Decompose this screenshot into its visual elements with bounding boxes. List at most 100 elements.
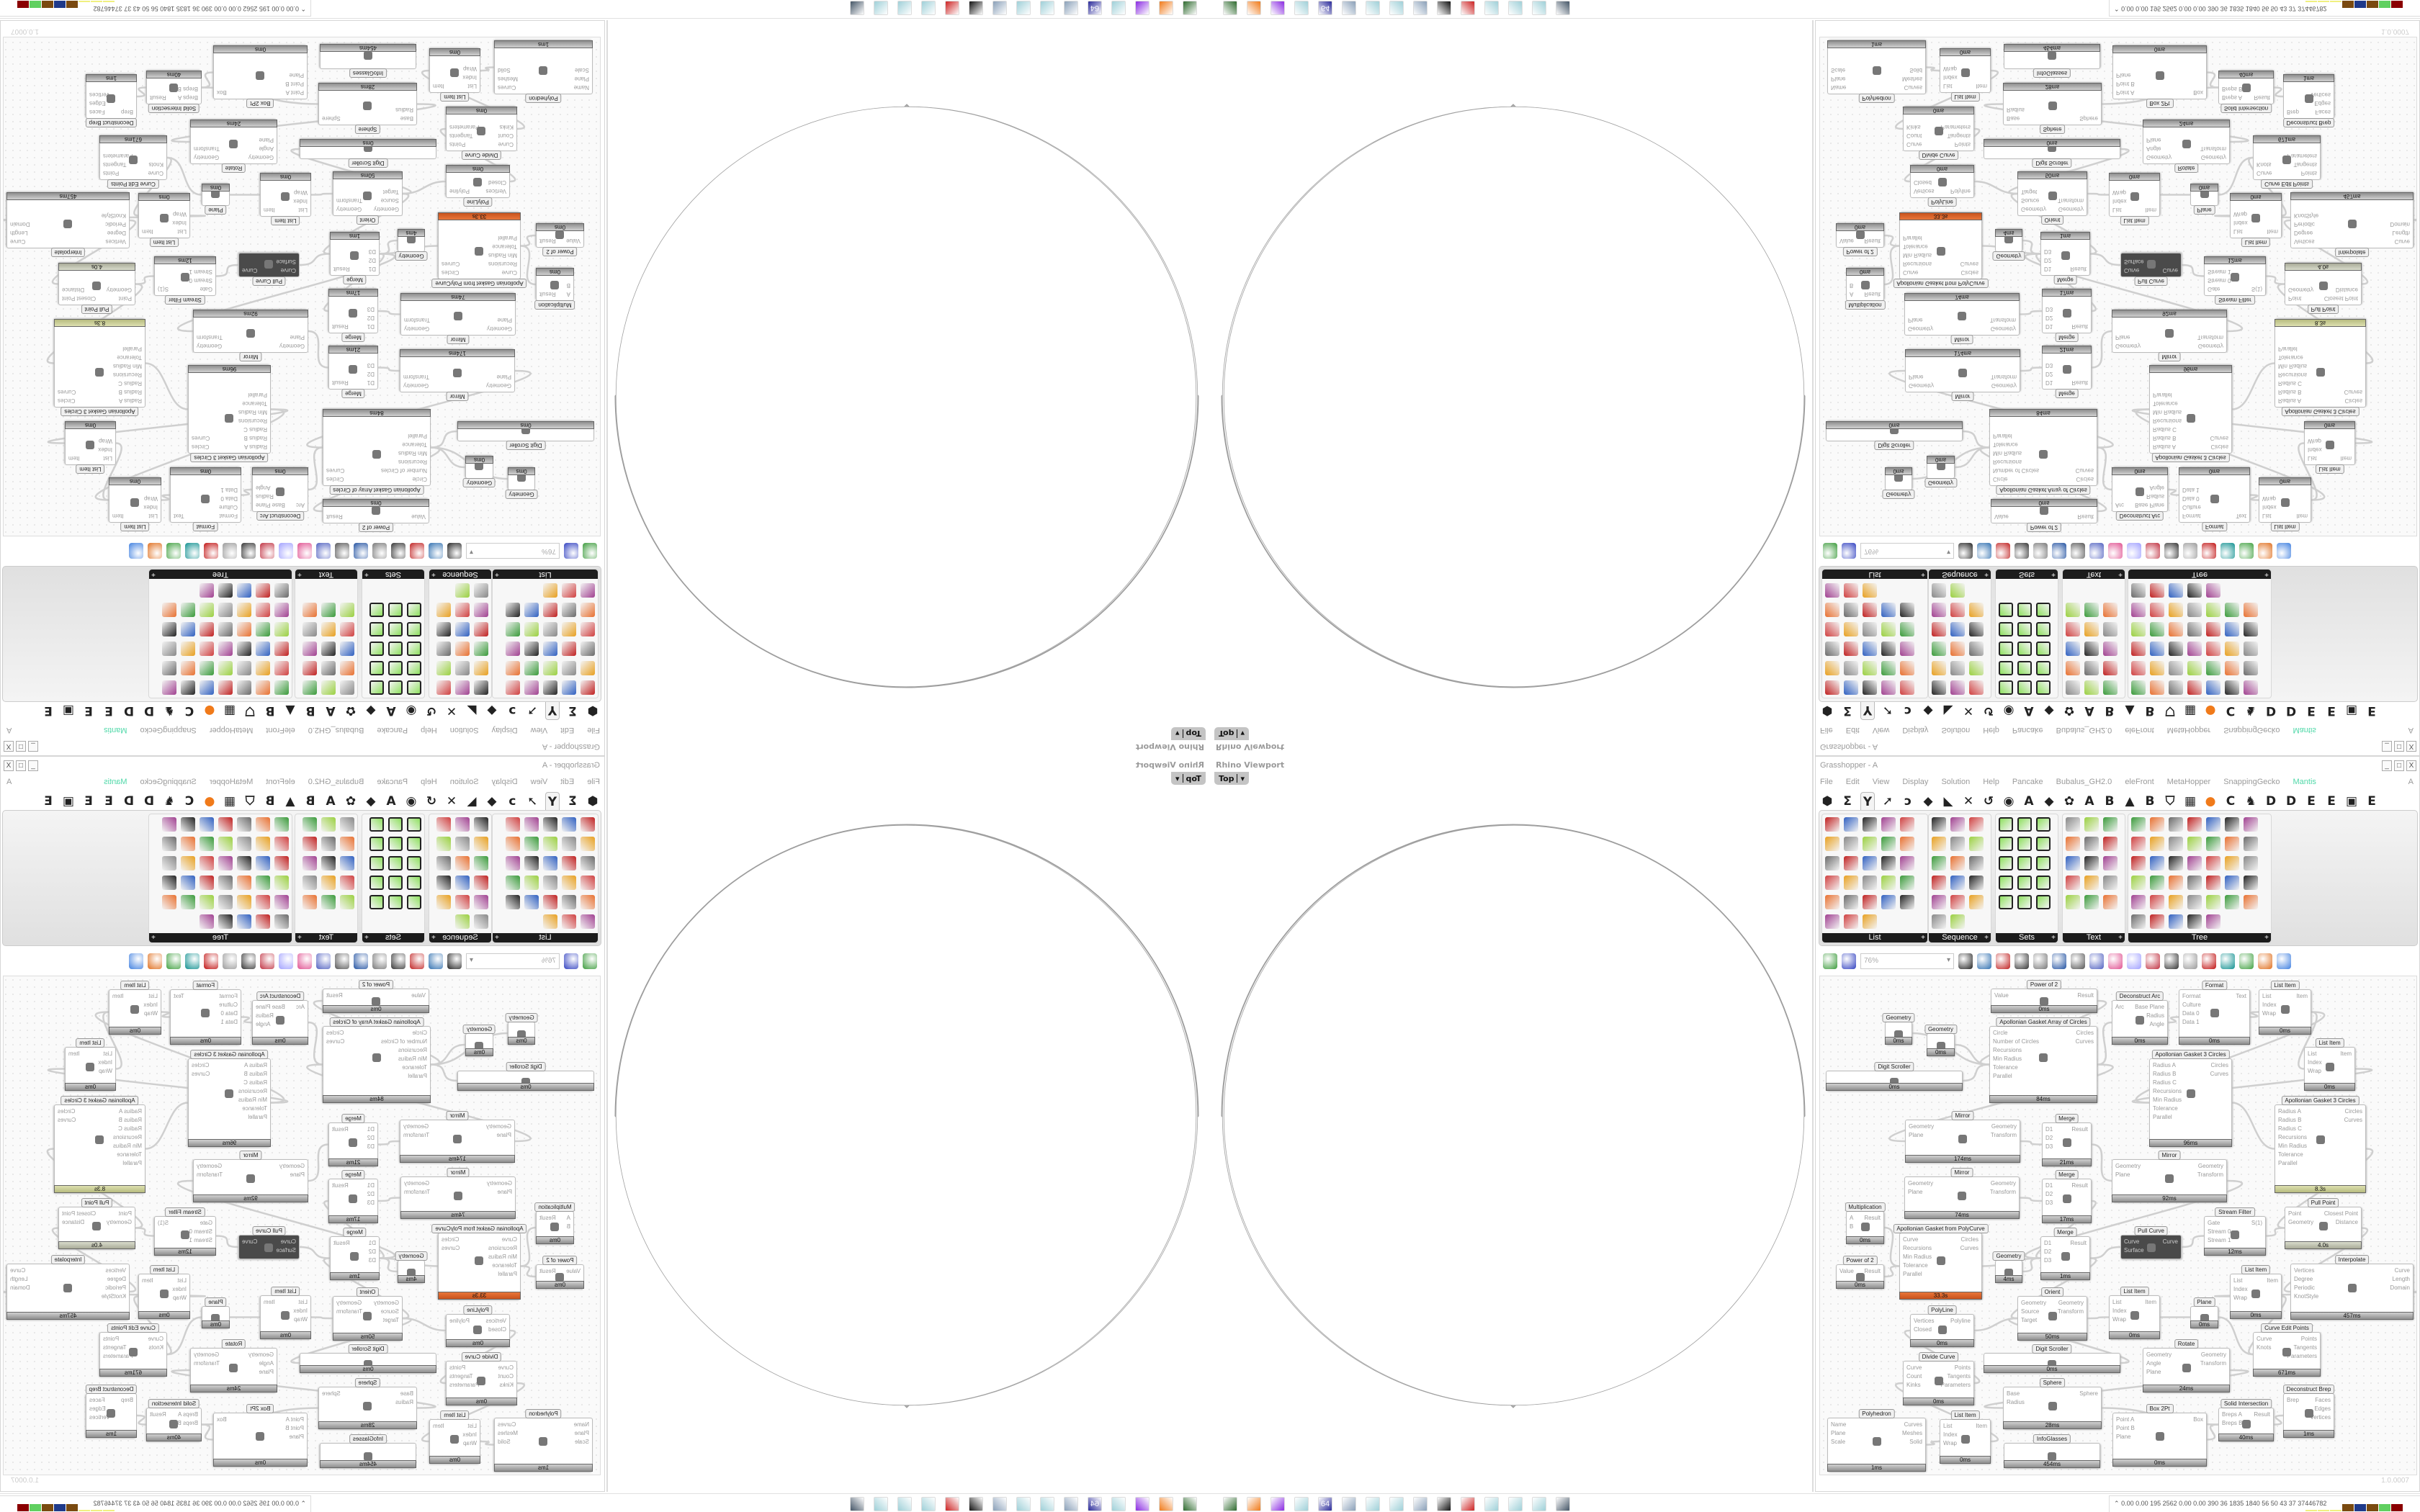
component-icon[interactable] <box>340 837 354 851</box>
gha-icon[interactable] <box>354 953 368 969</box>
input-param[interactable]: Recursions <box>2153 418 2182 424</box>
node-title[interactable]: Interpolate <box>50 248 86 257</box>
input-param[interactable]: D3 <box>368 248 376 255</box>
node-title[interactable]: PolyLine <box>1927 1305 1957 1315</box>
component-icon[interactable] <box>256 622 270 636</box>
notepad-icon[interactable] <box>874 1 888 15</box>
input-param[interactable]: Count <box>498 1373 514 1380</box>
node-title[interactable]: Curve Edit Points <box>2261 1323 2313 1333</box>
node-polyhedron[interactable]: Polyhedron Name Plane Scale Curves Meshes Soli… <box>494 40 593 103</box>
node-solid-intersection[interactable]: Solid Intersection Breps A Breps B Result 40… <box>146 1399 202 1441</box>
component-icon[interactable] <box>1969 837 1984 851</box>
input-param[interactable]: Index <box>2262 1002 2277 1008</box>
node-title[interactable]: Geometry <box>505 1013 538 1022</box>
output-param[interactable]: Transform <box>1990 1132 2017 1138</box>
component-icon[interactable] <box>543 856 557 870</box>
input-param[interactable]: D2 <box>2044 257 2052 264</box>
output-param[interactable]: Faces <box>2315 109 2331 115</box>
tab-icon[interactable]: ● <box>2205 703 2216 718</box>
component-icon[interactable] <box>524 680 539 695</box>
input-param[interactable]: Geometry <box>1908 325 1934 332</box>
node-title[interactable]: Box 2Pt <box>2146 99 2174 108</box>
notepad-icon[interactable] <box>921 1 936 15</box>
component-icon[interactable] <box>1881 895 1896 909</box>
input-param[interactable]: Parallel <box>498 1271 517 1277</box>
component-icon[interactable] <box>1825 622 1839 636</box>
input-param[interactable]: Radius B <box>2278 389 2302 395</box>
output-param[interactable]: Item <box>433 1423 444 1429</box>
tab-icon[interactable]: ↄ <box>1904 703 1912 718</box>
node-apollonian-gasket-3-circles[interactable]: Apollonian Gasket 3 Circles Radius A Radiu… <box>188 1050 271 1147</box>
output-param[interactable]: Result <box>332 1126 349 1133</box>
input-param[interactable]: Data 0 <box>2182 1010 2200 1017</box>
panel-label[interactable]: List + <box>493 933 598 942</box>
node-multiplication[interactable]: Multiplication A B Result 0ms <box>534 1202 575 1244</box>
info-icon[interactable] <box>2033 953 2048 969</box>
component-icon[interactable] <box>218 895 233 909</box>
bug-icon[interactable] <box>2015 543 2029 559</box>
input-param[interactable]: Geometry <box>2021 1300 2047 1306</box>
component-icon[interactable] <box>2244 837 2258 851</box>
node-title[interactable]: Mirror <box>1951 392 1974 401</box>
component-icon[interactable] <box>1900 817 1914 832</box>
menu-right-label[interactable]: A <box>2408 778 2414 786</box>
expand-icon[interactable]: + <box>151 570 156 578</box>
component-icon[interactable] <box>524 895 539 909</box>
component-icon[interactable] <box>1825 680 1839 695</box>
output-param[interactable]: Transform <box>403 374 430 380</box>
expand-icon[interactable]: + <box>2118 934 2123 942</box>
input-param[interactable]: D2 <box>368 1248 376 1255</box>
grasshopper-canvas[interactable]: Power of 2 Value Result 0ms Apollonian Gaske… <box>3 976 601 1475</box>
firefox-icon[interactable] <box>1247 1497 1261 1511</box>
node-power-of-2[interactable]: Power of 2 Value Result 0ms <box>1991 980 2097 1013</box>
input-param[interactable]: Point A <box>285 89 304 96</box>
component-icon[interactable] <box>1999 856 2013 870</box>
output-param[interactable]: Item <box>112 993 124 999</box>
component-icon[interactable] <box>1825 837 1839 851</box>
input-param[interactable]: Parallel <box>248 392 267 398</box>
component-icon[interactable] <box>321 856 336 870</box>
component-icon[interactable] <box>1999 661 2013 675</box>
component-icon[interactable] <box>1932 876 1946 890</box>
input-param[interactable]: Tolerance <box>2278 354 2303 361</box>
notepad-icon[interactable] <box>1532 1497 1546 1511</box>
component-icon[interactable] <box>369 876 384 890</box>
node-title[interactable]: Apollonian Gasket from PolyCurve <box>1893 279 1989 288</box>
node-geometry[interactable]: Geometry 0ms <box>505 467 538 499</box>
component-icon[interactable] <box>162 622 176 636</box>
menu-item-help[interactable]: Help <box>1983 726 1999 734</box>
preview-icon[interactable] <box>1977 953 1991 969</box>
node-title[interactable]: List Item <box>2315 1038 2344 1048</box>
node-title[interactable]: Apollonian Gasket 3 Circles <box>190 1050 269 1059</box>
node-geometry[interactable]: Geometry 4ms <box>395 229 428 261</box>
input-param[interactable]: KnotStyle <box>2294 1293 2319 1300</box>
input-param[interactable]: Index <box>98 1059 112 1066</box>
tab-icon[interactable]: ▣ <box>2345 703 2358 718</box>
output-param[interactable]: Result <box>332 379 349 386</box>
component-icon[interactable] <box>2187 680 2202 695</box>
component-icon[interactable] <box>2225 603 2239 617</box>
input-param[interactable]: Plane <box>259 137 274 143</box>
node-box-2pt[interactable]: Box 2Pt Point A Point B Plane Box 0ms <box>2112 1404 2207 1467</box>
component-icon[interactable] <box>474 856 488 870</box>
tab-icon[interactable]: ● <box>2205 794 2216 809</box>
node-list-item[interactable]: List Item List Index Wrap Item 0ms <box>2109 1287 2160 1339</box>
component-icon[interactable] <box>2036 837 2051 851</box>
output-param[interactable]: Geometry <box>403 382 429 389</box>
node-title[interactable]: Digit Scroller <box>506 441 546 450</box>
output-param[interactable]: Curves <box>1960 261 1978 267</box>
component-icon[interactable] <box>2103 642 2118 656</box>
node-title[interactable]: Merge <box>341 389 365 398</box>
node-title[interactable]: Solid Intersection <box>148 1399 200 1408</box>
output-param[interactable]: Curves <box>1960 1245 1978 1251</box>
component-icon[interactable] <box>1932 680 1946 695</box>
input-param[interactable]: Tolerance <box>1993 441 2018 448</box>
input-param[interactable]: Plane <box>1831 76 1846 82</box>
node-title[interactable]: Plane <box>205 205 227 215</box>
node-geometry[interactable]: Geometry 4ms <box>1992 1251 2025 1283</box>
input-param[interactable]: Plane <box>1831 1430 1846 1436</box>
tab-icon[interactable]: ▣ <box>2345 794 2358 809</box>
output-param[interactable]: Box <box>2193 89 2203 96</box>
component-icon[interactable] <box>436 837 451 851</box>
input-param[interactable]: Data 1 <box>220 1019 238 1025</box>
